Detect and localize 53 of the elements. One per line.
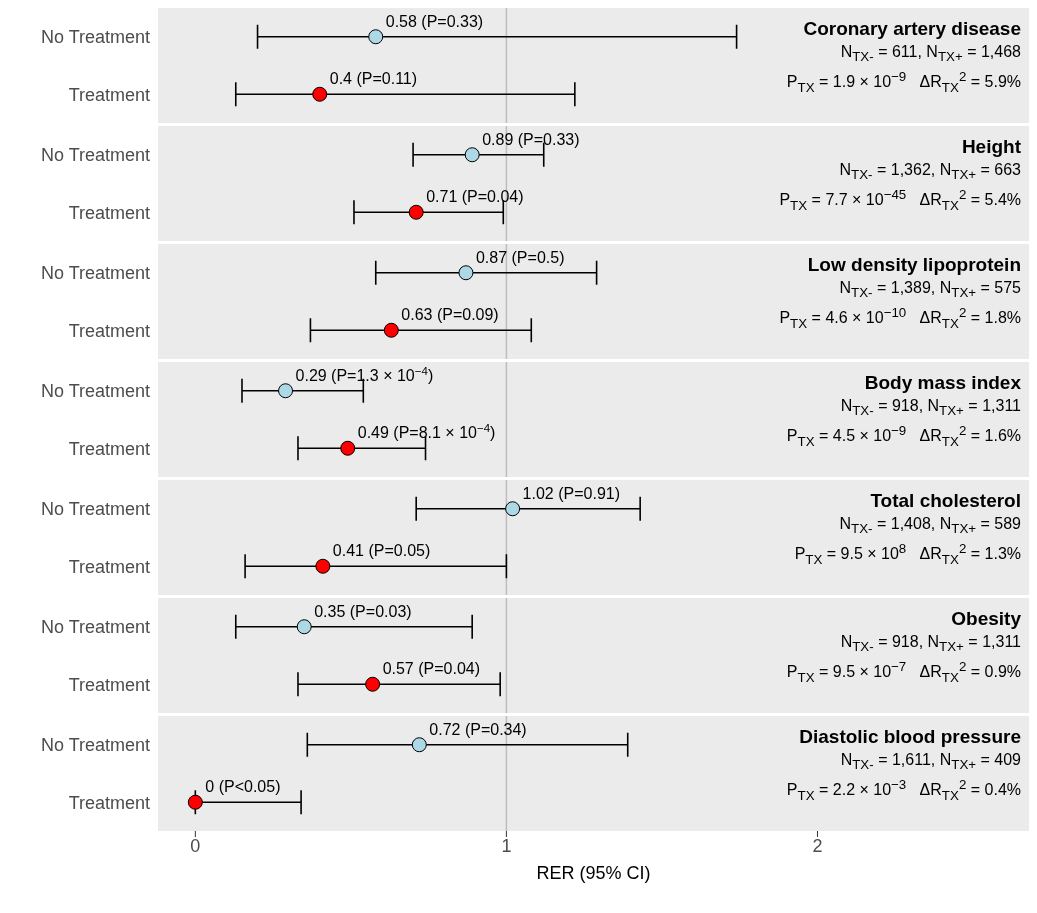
data-label: 0.29 (P=1.3 × 10$^{−4}$) xyxy=(295,364,434,384)
x-tick-label: 0 xyxy=(190,835,201,856)
annotation: N$_{TX-}$ = 611, N$_{TX+}$ = 1,468 xyxy=(839,42,1021,67)
x-tick-label: 1 xyxy=(501,835,512,856)
y-tick-label: Treatment xyxy=(68,556,150,577)
data-label: 0.72 (P=0.34) xyxy=(429,720,527,738)
annotation: P$_{TX}$ = 4.5 × 10$^{−9}$ ΔR$_{TX}$$^{2}$ = 1.6% xyxy=(786,422,1021,451)
y-tick-label: Treatment xyxy=(68,674,150,695)
data-label: 0.89 (P=0.33) xyxy=(482,130,580,148)
text: Diastolic blood pressure xyxy=(798,726,1021,748)
data-label: 0.35 (P=0.03) xyxy=(314,602,412,620)
annotation: N$_{TX-}$ = 918, N$_{TX+}$ = 1,311 xyxy=(839,632,1021,657)
text: Height xyxy=(960,136,1021,158)
annotation: P$_{TX}$ = 1.9 × 10$^{−9}$ ΔR$_{TX}$$^{2}$ = 5.9% xyxy=(786,68,1021,97)
data-label: 0.41 (P=0.05) xyxy=(332,542,431,560)
y-tick-label: Treatment xyxy=(68,792,150,813)
data-label: 1.02 (P=0.91) xyxy=(522,484,621,502)
y-tick-label: No Treatment xyxy=(40,145,150,166)
annotation: N$_{TX-}$ = 1,408, N$_{TX+}$ = 589 xyxy=(838,514,1021,539)
annotation: P$_{TX}$ = 7.7 × 10$^{−45}$ ΔR$_{TX}$$^{2}$ = 5.4% xyxy=(779,186,1021,215)
y-tick-label: No Treatment xyxy=(40,381,150,402)
y-tick-label: No Treatment xyxy=(40,617,150,638)
y-tick-label: Treatment xyxy=(68,438,150,459)
y-tick-label: Treatment xyxy=(68,84,150,105)
annotation: N$_{TX-}$ = 1,362, N$_{TX+}$ = 663 xyxy=(838,160,1021,185)
annotation: N$_{TX-}$ = 1,389, N$_{TX+}$ = 575 xyxy=(838,278,1021,303)
data-label: 0.4 (P=0.11) xyxy=(329,70,418,88)
x-tick-label: 2 xyxy=(812,835,823,856)
y-tick-label: Treatment xyxy=(68,320,150,341)
y-tick-label: No Treatment xyxy=(40,263,150,284)
data-label: 0.71 (P=0.04) xyxy=(426,188,524,206)
annotation: P$_{TX}$ = 9.5 × 10$^{−7}$ ΔR$_{TX}$$^{2}$ = 0.9% xyxy=(786,658,1021,687)
text: Body mass index xyxy=(863,372,1021,394)
annotation: P$_{TX}$ = 2.2 × 10$^{−3}$ ΔR$_{TX}$$^{2}$ = 0.4% xyxy=(786,776,1021,805)
annotation: N$_{TX-}$ = 918, N$_{TX+}$ = 1,311 xyxy=(839,396,1021,421)
annotation: P$_{TX}$ = 9.5 × 10$^{8}$ ΔR$_{TX}$$^{2}$ = 1.3% xyxy=(794,540,1021,569)
data-label: 0.63 (P=0.09) xyxy=(401,306,499,324)
y-tick-label: No Treatment xyxy=(40,27,150,48)
y-tick-label: No Treatment xyxy=(40,499,150,520)
text: Total cholesterol xyxy=(869,490,1021,512)
y-tick-label: No Treatment xyxy=(40,735,150,756)
data-label: 0 (P<0.05) xyxy=(205,778,281,796)
annotation: N$_{TX-}$ = 1,611, N$_{TX+}$ = 409 xyxy=(839,750,1021,775)
x-axis-title: RER (95% CI) xyxy=(535,862,652,885)
data-label: 0.49 (P=8.1 × 10$^{−4}$) xyxy=(357,422,496,442)
text: Coronary artery disease xyxy=(802,18,1021,40)
y-tick-label: Treatment xyxy=(68,202,150,223)
text: Low density lipoprotein xyxy=(806,254,1021,276)
annotation: P$_{TX}$ = 4.6 × 10$^{−10}$ ΔR$_{TX}$$^{2}$ = 1.8% xyxy=(779,304,1021,333)
text: Obesity xyxy=(950,608,1021,630)
data-label: 0.57 (P=0.04) xyxy=(382,660,481,678)
data-label: 0.58 (P=0.33) xyxy=(385,12,484,30)
data-label: 0.87 (P=0.5) xyxy=(475,248,565,266)
